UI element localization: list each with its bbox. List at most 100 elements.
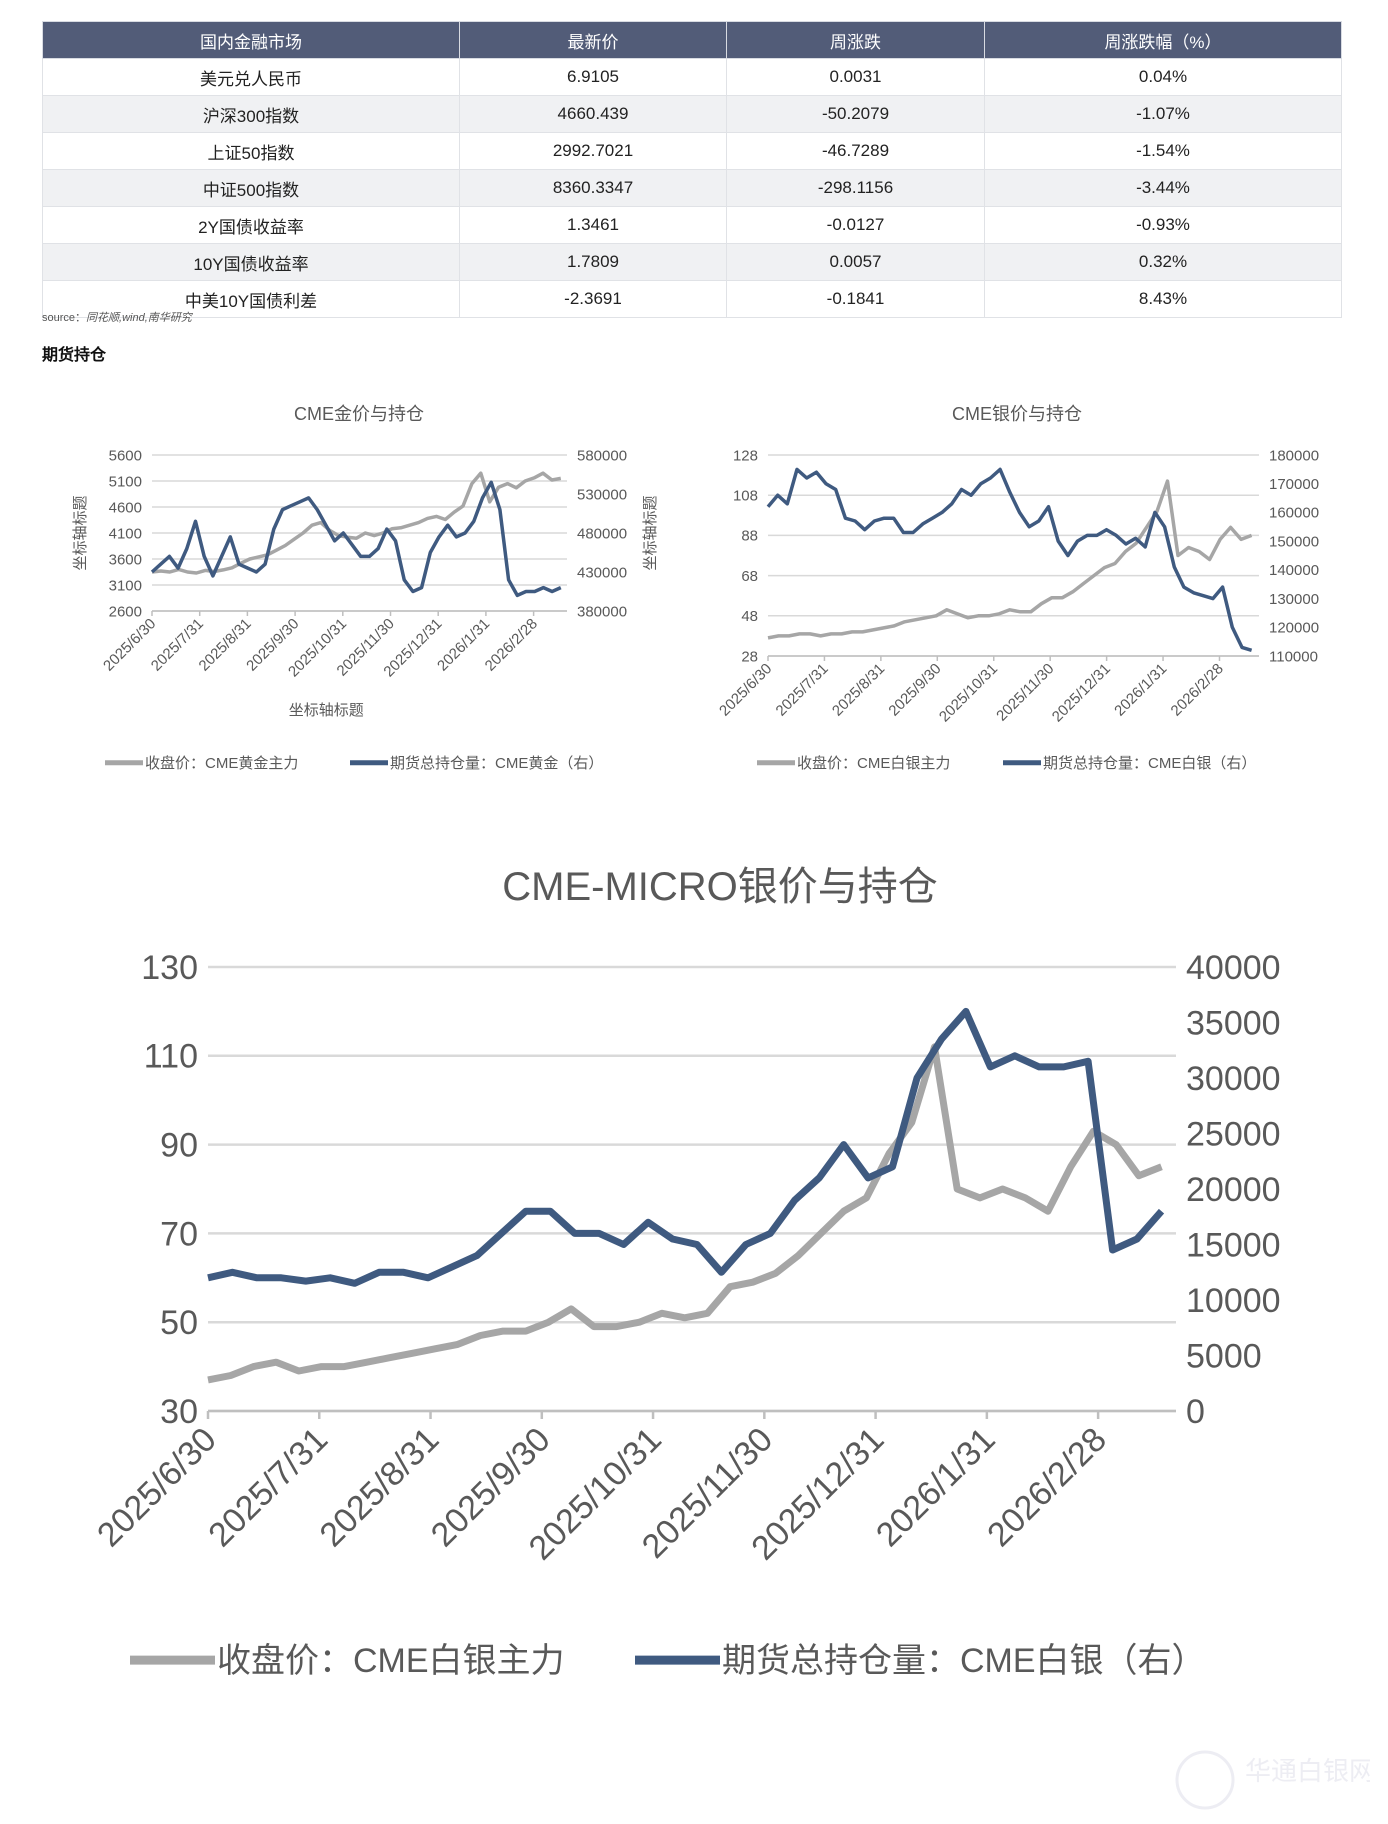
legend-label: 收盘价：CME白银主力 xyxy=(217,1642,565,1680)
table-row: 中证500指数 8360.3347 -298.1156 -3.44% xyxy=(42,169,1342,207)
source-label: source： xyxy=(42,312,87,324)
table-cell: -0.1841 xyxy=(726,280,985,318)
series-line-price xyxy=(767,479,1253,640)
series-line-open-interest xyxy=(766,467,1253,652)
y2-tick-label: 170000 xyxy=(1269,476,1319,493)
table-cell: 中美10Y国债利差 xyxy=(42,280,460,318)
chart-title: CME金价与持仓 xyxy=(294,404,424,424)
y2-tick-label: 0 xyxy=(1186,1393,1205,1431)
x-tick-label: 2026/1/31 xyxy=(1111,660,1170,719)
y2-tick-label: 180000 xyxy=(1269,447,1319,464)
y-tick-label: 2600 xyxy=(109,603,142,620)
x-tick-label: 2025/7/31 xyxy=(773,660,832,719)
y-tick-label: 50 xyxy=(160,1304,198,1342)
y2-axis-title: 坐标轴标题 xyxy=(642,495,659,570)
y-tick-label: 108 xyxy=(733,487,758,504)
legend-label: 期货总持仓量：CME黄金（右） xyxy=(390,755,603,772)
y2-tick-label: 120000 xyxy=(1269,620,1319,637)
table-cell: -3.44% xyxy=(984,169,1342,207)
table-cell: 0.04% xyxy=(984,58,1342,96)
y-tick-label: 4100 xyxy=(109,525,142,542)
section-title: 期货持仓 xyxy=(42,347,107,364)
x-tick-label: 2025/8/31 xyxy=(829,660,888,719)
y-tick-label: 48 xyxy=(741,608,758,625)
y2-tick-label: 160000 xyxy=(1269,505,1319,522)
table-cell: 0.0031 xyxy=(726,58,985,96)
legend-label: 收盘价：CME黄金主力 xyxy=(145,754,298,772)
table-cell: -298.1156 xyxy=(726,169,985,207)
y-tick-label: 28 xyxy=(741,648,758,665)
x-tick-label: 2025/8/31 xyxy=(313,1420,447,1554)
y2-tick-label: 140000 xyxy=(1269,562,1319,579)
table-row: 10Y国债收益率 1.7809 0.0057 0.32% xyxy=(42,243,1342,281)
x-tick-label: 2025/9/30 xyxy=(885,660,944,719)
y-tick-label: 3100 xyxy=(109,577,142,594)
table-cell: 8360.3347 xyxy=(459,169,727,207)
y2-tick-label: 20000 xyxy=(1186,1171,1281,1209)
x-tick-label: 2025/10/31 xyxy=(936,660,1001,725)
legend-label: 期货总持仓量：CME白银（右） xyxy=(1043,755,1256,772)
y-tick-label: 128 xyxy=(733,447,758,464)
watermark-logo: 华通白银网 xyxy=(1175,1750,1370,1810)
x-tick-label: 2025/6/30 xyxy=(90,1420,224,1554)
series-line-price xyxy=(151,471,562,575)
table-cell: -50.2079 xyxy=(726,95,985,133)
market-table: 国内金融市场 最新价 周涨跌 周涨跌幅（%） 美元兑人民币 6.9105 0.0031 0.… xyxy=(42,21,1342,318)
x-tick-label: 2026/2/28 xyxy=(980,1420,1114,1554)
y-tick-label: 3600 xyxy=(109,551,142,568)
table-cell: 0.0057 xyxy=(726,243,985,281)
x-tick-label: 2025/12/31 xyxy=(1049,660,1114,725)
table-cell: 1.3461 xyxy=(459,206,727,244)
y2-tick-label: 130000 xyxy=(1269,591,1319,608)
x-tick-label: 2026/2/28 xyxy=(1168,660,1227,719)
y-tick-label: 70 xyxy=(160,1215,198,1253)
y2-tick-label: 10000 xyxy=(1186,1282,1281,1320)
y2-tick-label: 35000 xyxy=(1186,1004,1281,1042)
chart-title: CME-MICRO银价与持仓 xyxy=(502,865,938,909)
table-cell: 1.7809 xyxy=(459,243,727,281)
y2-tick-label: 15000 xyxy=(1186,1226,1281,1264)
table-cell: 4660.439 xyxy=(459,95,727,133)
y-tick-label: 90 xyxy=(160,1127,198,1165)
x-tick-label: 2025/6/30 xyxy=(716,660,775,719)
table-cell: 上证50指数 xyxy=(42,132,460,170)
table-cell: 6.9105 xyxy=(459,58,727,96)
y-tick-label: 88 xyxy=(741,528,758,545)
chart-title: CME银价与持仓 xyxy=(952,404,1082,424)
y2-tick-label: 530000 xyxy=(577,486,627,503)
x-tick-label: 2025/11/30 xyxy=(993,660,1057,724)
watermark-text: 华通白银网 xyxy=(1245,1756,1370,1786)
table-header-row: 国内金融市场 最新价 周涨跌 周涨跌幅（%） xyxy=(42,21,1342,59)
table-row: 2Y国债收益率 1.3461 -0.0127 -0.93% xyxy=(42,206,1342,244)
x-tick-label: 2026/1/31 xyxy=(869,1420,1003,1554)
y-tick-label: 110 xyxy=(144,1038,198,1076)
series-line-open-interest xyxy=(207,1007,1165,1287)
y2-tick-label: 430000 xyxy=(577,564,627,581)
source-text: 同花顺,wind,南华研究 xyxy=(86,312,192,324)
y2-tick-label: 5000 xyxy=(1186,1337,1262,1375)
series-line-price xyxy=(207,1043,1163,1384)
y2-tick-label: 25000 xyxy=(1186,1115,1281,1153)
table-cell: 2Y国债收益率 xyxy=(42,206,460,244)
source-note: source：同花顺,wind,南华研究 xyxy=(42,309,192,325)
table-cell: 中证500指数 xyxy=(42,169,460,207)
x-axis-title: 坐标轴标题 xyxy=(289,702,364,719)
column-header: 国内金融市场 xyxy=(42,21,460,59)
y-tick-label: 68 xyxy=(741,568,758,585)
y2-tick-label: 380000 xyxy=(577,603,627,620)
y-tick-label: 4600 xyxy=(109,499,142,516)
x-tick-label: 2026/2/28 xyxy=(482,615,541,674)
y-tick-label: 30 xyxy=(160,1393,198,1431)
column-header: 周涨跌幅（%） xyxy=(984,21,1342,59)
y2-tick-label: 580000 xyxy=(577,447,627,464)
legend-label: 收盘价：CME白银主力 xyxy=(797,754,950,772)
table-cell: 0.32% xyxy=(984,243,1342,281)
table-cell: 8.43% xyxy=(984,280,1342,318)
table-cell: -1.07% xyxy=(984,95,1342,133)
y-tick-label: 5600 xyxy=(109,447,142,464)
table-cell: 10Y国债收益率 xyxy=(42,243,460,281)
table-row: 中美10Y国债利差 -2.3691 -0.1841 8.43% xyxy=(42,280,1342,318)
legend-label: 期货总持仓量：CME白银（右） xyxy=(722,1642,1206,1680)
y-tick-label: 5100 xyxy=(109,473,142,490)
